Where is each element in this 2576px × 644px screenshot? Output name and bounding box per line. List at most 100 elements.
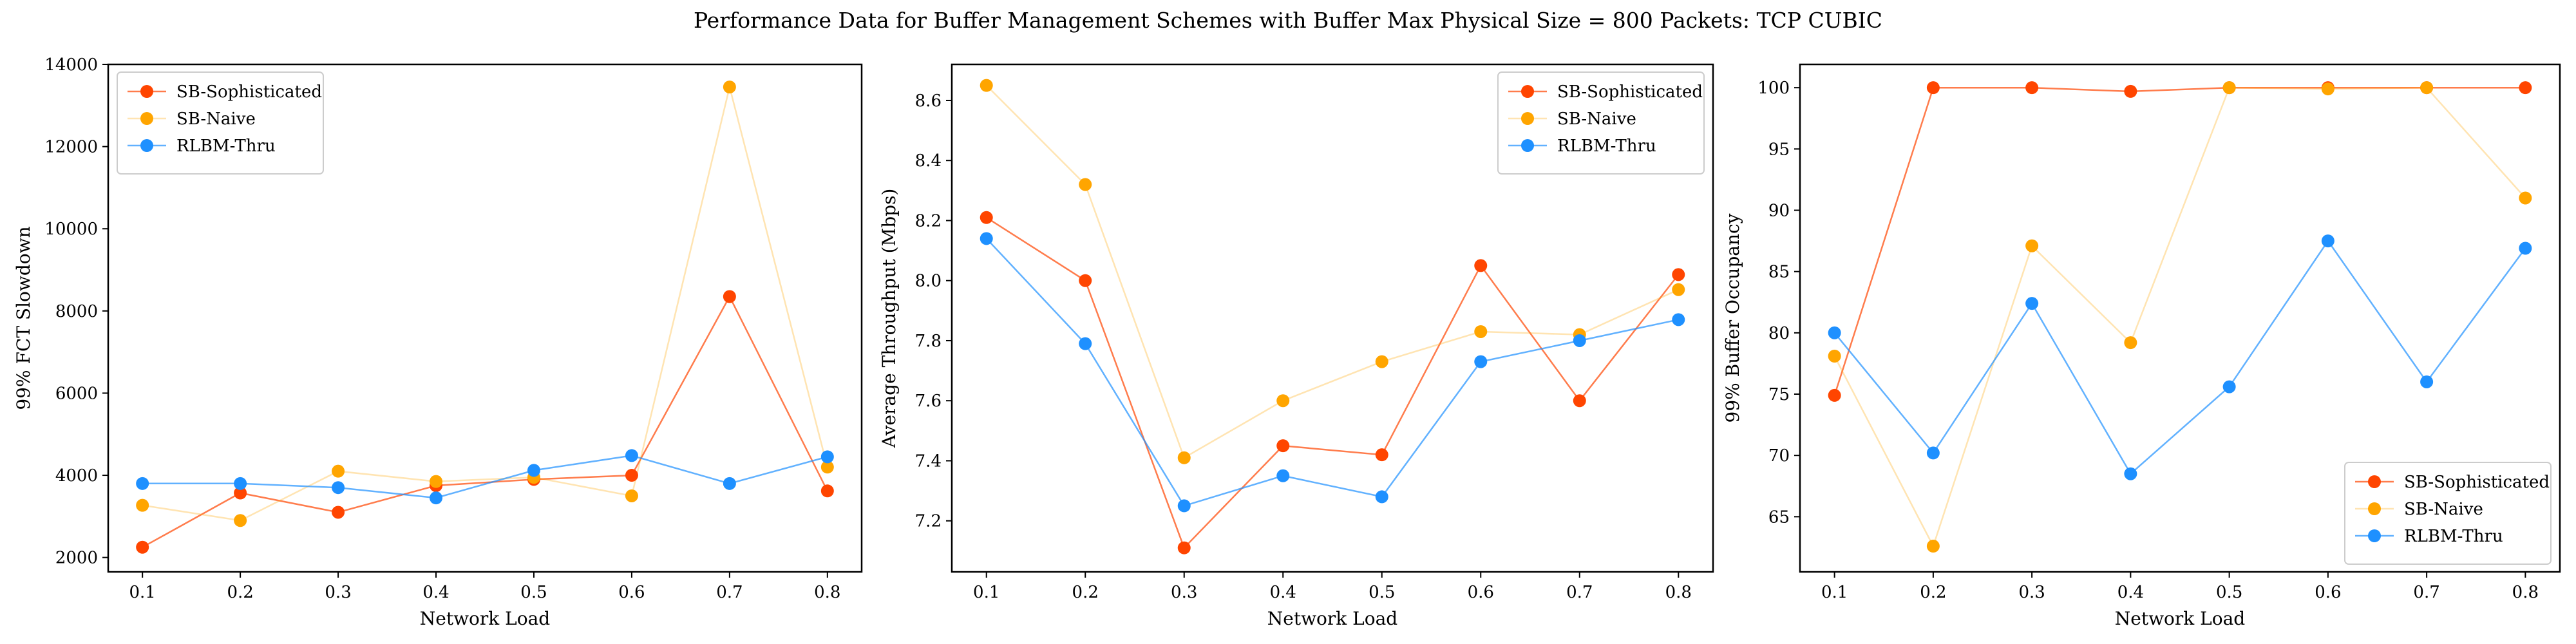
data-point-sb-sophisticated [820,484,834,498]
data-point-sb-naive [1926,540,1940,553]
y-tick-label: 2000 [55,549,98,568]
data-point-rlbm-thru [527,464,540,477]
data-point-sb-naive [1276,394,1290,408]
data-point-sb-naive [1177,451,1191,464]
data-point-sb-naive [2222,81,2236,95]
x-tick-label: 0.2 [1920,583,1946,602]
data-point-sb-sophisticated [2025,81,2039,95]
data-point-sb-naive [980,79,993,92]
plot-frame [951,63,1714,573]
y-tick-label: 12000 [44,138,98,157]
legend-label: RLBM-Thru [1557,137,1656,156]
legend-swatch-marker [1521,112,1534,125]
y-axis-label: 99% FCT Slowdown [13,226,34,410]
data-point-rlbm-thru [2124,467,2137,480]
data-point-rlbm-thru [1375,490,1388,504]
data-point-sb-sophisticated [234,486,247,500]
x-tick-label: 0.5 [520,583,547,602]
series-line-sb-sophisticated [142,294,828,548]
y-tick-label: 75 [1768,385,1790,404]
y-axis-label: 99% Buffer Occupancy [1722,213,1743,422]
series-line-sb-sophisticated [986,216,1680,549]
data-point-rlbm-thru [1926,446,1940,460]
legend-swatch-marker [2368,529,2381,542]
x-tick-label: 0.1 [973,583,999,602]
x-tick-label: 0.4 [2117,583,2144,602]
data-point-rlbm-thru [723,477,736,490]
data-point-rlbm-thru [332,481,345,495]
x-tick-label: 0.8 [2512,583,2539,602]
data-point-sb-sophisticated [332,506,345,519]
data-point-rlbm-thru [136,477,149,490]
x-tick-label: 0.4 [422,583,449,602]
data-point-rlbm-thru [625,449,638,462]
legend-label: SB-Naive [2404,500,2483,519]
data-point-sb-sophisticated [1672,268,1685,281]
x-axis-label: Network Load [420,608,551,629]
x-tick-label: 0.6 [1468,583,1494,602]
x-tick-label: 0.6 [2315,583,2341,602]
x-tick-label: 0.8 [1665,583,1692,602]
x-tick-label: 0.6 [618,583,645,602]
y-tick-label: 8000 [55,302,98,321]
data-point-rlbm-thru [2222,380,2236,393]
data-point-rlbm-thru [2420,375,2434,388]
chart-panel-buffer-occupancy: 0.1 0.2 0.3 0.4 0.5 0.6 0.7 0.8 65 70 75 80 85 90 95 10… [1722,63,2561,629]
data-point-rlbm-thru [2321,234,2334,248]
data-point-sb-sophisticated [2519,81,2532,95]
x-tick-label: 0.7 [2413,583,2439,602]
legend-swatch-marker [2368,502,2381,515]
legend-label: SB-Naive [1557,109,1636,129]
y-tick-label: 65 [1768,507,1790,527]
data-point-sb-sophisticated [980,211,993,224]
data-point-rlbm-thru [1573,334,1586,347]
legend-swatch-marker [140,85,153,98]
data-point-sb-naive [1828,350,1841,363]
x-tick-label: 0.3 [2018,583,2045,602]
legend-swatch-marker [140,139,153,152]
data-point-rlbm-thru [234,477,247,490]
data-point-sb-sophisticated [1079,274,1092,287]
data-point-sb-naive [332,464,345,478]
plot-frame [1799,63,2561,573]
data-point-sb-naive [1474,325,1488,338]
data-point-sb-naive [2025,239,2039,252]
y-tick-label: 10000 [44,220,98,239]
x-tick-label: 0.2 [227,583,253,602]
legend-box [1497,71,1705,175]
x-axis-label: Network Load [2115,608,2246,629]
data-point-rlbm-thru [2025,297,2039,310]
data-point-sb-sophisticated [136,540,149,554]
data-point-sb-sophisticated [1573,394,1586,408]
y-tick-label: 100 [1757,79,1790,98]
y-tick-label: 95 [1768,140,1790,159]
x-tick-label: 0.1 [129,583,156,602]
y-axis-label: Average Throughput (Mbps) [878,189,900,449]
data-point-sb-naive [430,475,443,488]
legend-label: SB-Sophisticated [176,82,322,102]
x-axis-label: Network Load [1267,608,1398,629]
data-point-rlbm-thru [1828,326,1841,339]
x-tick-label: 0.5 [2216,583,2242,602]
y-tick-label: 85 [1768,263,1790,282]
y-tick-label: 90 [1768,202,1790,221]
data-point-sb-sophisticated [1276,439,1290,453]
data-point-rlbm-thru [1672,313,1685,327]
series-line-rlbm-thru [1833,239,2526,475]
data-point-rlbm-thru [1276,469,1290,482]
legend-swatch-marker [2368,475,2381,488]
figure-title: Performance Data for Buffer Management S… [693,8,1883,33]
legend-swatch-marker [1521,85,1534,98]
x-tick-label: 0.7 [1566,583,1593,602]
data-point-sb-naive [625,489,638,502]
legend-label: SB-Naive [176,109,256,129]
data-point-sb-sophisticated [1926,81,1940,95]
y-tick-label: 4000 [55,466,98,486]
x-tick-label: 0.8 [814,583,840,602]
y-tick-label: 70 [1768,446,1790,466]
data-point-sb-naive [2519,191,2532,205]
legend-label: SB-Sophisticated [1557,82,1703,102]
plot-frame [107,63,863,573]
data-point-sb-sophisticated [1375,448,1388,462]
data-point-sb-naive [2321,82,2334,96]
